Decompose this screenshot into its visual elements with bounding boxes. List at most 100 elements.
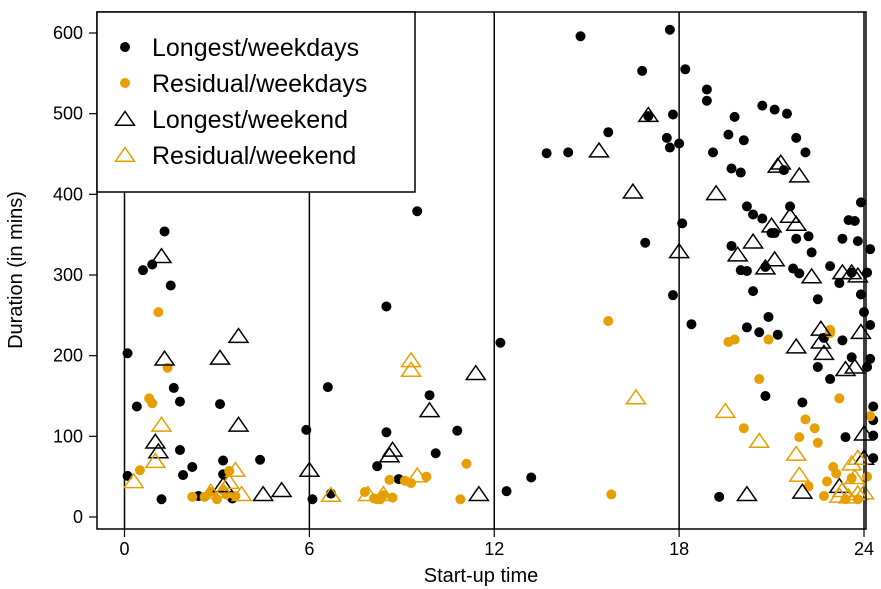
data-point-triangle [748,432,771,448]
y-tick-label: 500 [53,104,83,124]
data-point-circle [526,472,537,483]
legend-label: Longest/weekend [152,106,348,134]
data-point-triangle [831,481,854,498]
data-point-triangle [199,482,222,499]
data-point-circle [122,470,133,481]
data-point-triangle [726,245,749,262]
data-point-triangle [853,483,875,500]
data-point-triangle [846,449,869,465]
x-tick-label: 0 [119,539,129,559]
data-point-circle [384,474,395,485]
data-point-triangle [785,215,808,232]
data-point-circle [803,481,814,492]
data-point-circle [205,486,216,497]
data-point-circle [664,142,675,153]
data-point-triangle [621,182,644,199]
data-point-triangle [800,267,823,284]
data-point-circle [825,261,836,272]
data-point-circle [865,244,876,255]
data-point-triangle [625,388,647,405]
data-point-triangle [224,461,247,478]
data-point-circle [430,448,441,459]
data-point-circle [307,494,318,505]
data-point-circle [834,278,845,289]
data-point-circle [643,111,654,122]
data-point-circle [754,374,765,385]
data-point-triangle [114,110,136,127]
legend-label: Longest/weekdays [152,34,359,62]
data-point-circle [748,286,759,297]
data-point-circle [772,329,783,340]
data-point-triangle [230,485,253,502]
x-tick-label: 24 [854,539,874,559]
data-point-circle [174,396,185,407]
data-point-triangle [381,441,404,457]
data-point-circle [664,24,675,35]
data-point-circle [495,337,506,348]
data-point-triangle [212,476,235,493]
data-point-circle [763,311,774,322]
data-point-triangle [843,468,866,485]
data-point-triangle [763,250,786,267]
data-point-circle [378,490,389,501]
data-point-triangle [834,360,857,377]
data-point-circle [760,261,771,272]
data-point-circle [748,209,759,220]
plot-border [96,11,867,530]
data-point-circle [846,473,857,484]
data-point-triangle [144,432,167,449]
data-point-circle [868,430,879,441]
series-longest-weekend [144,106,875,502]
data-point-circle [174,445,185,456]
data-point-circle [322,382,333,393]
data-point-triangle [372,485,395,502]
data-point-circle [840,432,851,443]
data-point-circle [677,218,688,229]
data-point-circle [769,228,780,239]
data-point-triangle [144,452,167,469]
data-point-circle [837,233,848,244]
data-point-triangle [356,485,379,502]
data-point-triangle [760,216,783,233]
data-point-circle [855,197,866,208]
data-point-triangle [209,349,231,365]
data-point-triangle [467,485,490,502]
data-point-circle [187,491,198,502]
data-point-triangle [809,332,832,349]
data-point-circle [803,231,814,242]
data-point-circle [729,111,740,122]
data-point-circle [785,201,796,212]
data-point-triangle [150,247,173,264]
data-point-circle [381,427,392,438]
y-tick-label: 600 [53,23,83,43]
x-tick-label: 6 [304,539,314,559]
data-point-circle [812,361,823,372]
data-point-circle [153,307,164,318]
data-point-triangle [400,361,422,378]
data-point-circle [726,240,737,251]
data-point-triangle [270,481,293,498]
data-point-circle [501,486,512,497]
y-tick-label: 100 [53,426,83,446]
data-point-triangle [588,141,610,158]
data-point-circle [455,494,466,505]
data-point-circle [606,489,617,500]
data-point-circle [849,215,860,226]
data-point-triangle [464,364,487,381]
data-point-circle [729,334,740,345]
legend-box [96,11,416,193]
data-point-circle [603,127,614,138]
data-point-circle [168,382,179,393]
data-point-triangle [843,357,866,374]
data-point-circle [806,247,817,258]
data-point-triangle [705,184,728,201]
data-point-triangle [791,482,814,499]
data-point-circle [865,411,876,422]
x-axis-label: Start-up time [424,565,538,587]
data-point-circle [165,280,176,291]
legend-label: Residual/weekdays [152,70,367,98]
data-point-circle [159,226,170,237]
y-tick-label: 300 [53,265,83,285]
data-point-circle [791,233,802,244]
data-point-circle [781,108,792,119]
